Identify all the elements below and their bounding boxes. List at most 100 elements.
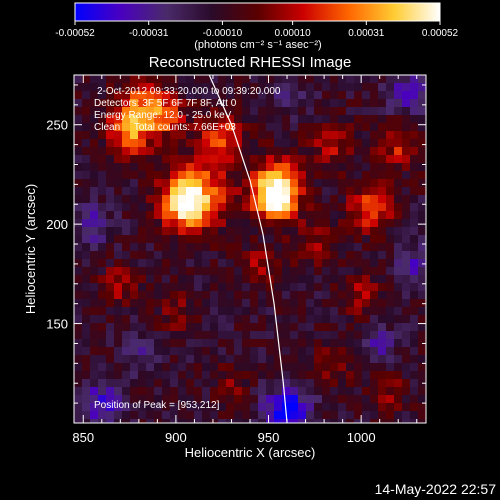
- heatmap-cell: [226, 323, 235, 332]
- heatmap-cell: [306, 315, 315, 324]
- heatmap-cell: [402, 227, 411, 236]
- heatmap-cell: [82, 379, 91, 388]
- heatmap-cell: [378, 259, 387, 268]
- heatmap-cell: [218, 307, 227, 316]
- heatmap-cell: [98, 291, 107, 300]
- heatmap-cell: [274, 299, 283, 308]
- heatmap-cell: [234, 227, 243, 236]
- heatmap-cell: [106, 147, 115, 156]
- heatmap-cell: [98, 235, 107, 244]
- heatmap-cell: [154, 331, 163, 340]
- heatmap-cell: [258, 131, 267, 140]
- heatmap-cell: [258, 187, 267, 196]
- heatmap-cell: [218, 259, 227, 268]
- heatmap-cell: [226, 83, 235, 92]
- heatmap-cell: [154, 163, 163, 172]
- heatmap-cell: [306, 115, 315, 124]
- heatmap-cell: [274, 267, 283, 276]
- heatmap-cell: [226, 411, 235, 420]
- heatmap-cell: [362, 251, 371, 260]
- heatmap-cell: [346, 107, 355, 116]
- heatmap-cell: [266, 99, 275, 108]
- heatmap-cell: [154, 307, 163, 316]
- heatmap-cell: [314, 123, 323, 132]
- heatmap-cell: [370, 243, 379, 252]
- heatmap-cell: [410, 307, 419, 316]
- heatmap-cell: [410, 363, 419, 372]
- heatmap-cell: [346, 371, 355, 380]
- heatmap-cell: [226, 155, 235, 164]
- heatmap-cell: [226, 419, 235, 423]
- heatmap-cell: [146, 187, 155, 196]
- heatmap-cell: [330, 339, 339, 348]
- heatmap-cell: [290, 339, 299, 348]
- heatmap-cell: [386, 379, 395, 388]
- heatmap-cell: [114, 387, 123, 396]
- heatmap-cell: [242, 307, 251, 316]
- x-tick-label: 950: [258, 430, 280, 445]
- heatmap-cell: [202, 339, 211, 348]
- heatmap-cell: [266, 323, 275, 332]
- heatmap-cell: [98, 403, 107, 412]
- heatmap-cell: [362, 403, 371, 412]
- heatmap-cell: [226, 75, 235, 84]
- heatmap-cell: [98, 379, 107, 388]
- heatmap-cell: [258, 315, 267, 324]
- heatmap-cell: [274, 387, 283, 396]
- heatmap-cell: [170, 323, 179, 332]
- heatmap-cell: [202, 195, 211, 204]
- heatmap-cell: [114, 243, 123, 252]
- heatmap-cell: [242, 387, 251, 396]
- heatmap-cell: [242, 147, 251, 156]
- heatmap-cell: [282, 107, 291, 116]
- heatmap-cell: [362, 235, 371, 244]
- heatmap-cell: [154, 315, 163, 324]
- heatmap-cell: [210, 203, 219, 212]
- heatmap-cell: [298, 235, 307, 244]
- heatmap-cell: [298, 147, 307, 156]
- heatmap-cell: [386, 403, 395, 412]
- heatmap-cell: [282, 115, 291, 124]
- heatmap-cell: [210, 171, 219, 180]
- heatmap-cell: [242, 267, 251, 276]
- heatmap-cell: [98, 347, 107, 356]
- heatmap-cell: [138, 147, 147, 156]
- heatmap-cell: [346, 187, 355, 196]
- heatmap-cell: [242, 203, 251, 212]
- heatmap-cell: [178, 387, 187, 396]
- heatmap-cell: [122, 131, 131, 140]
- heatmap-cell: [138, 355, 147, 364]
- heatmap-cell: [210, 339, 219, 348]
- heatmap-cell: [370, 347, 379, 356]
- heatmap-cell: [114, 291, 123, 300]
- heatmap-cell: [402, 323, 411, 332]
- heatmap-cell: [322, 123, 331, 132]
- heatmap-cell: [138, 171, 147, 180]
- heatmap-cell: [418, 211, 426, 220]
- heatmap-cell: [362, 139, 371, 148]
- heatmap-cell: [290, 419, 299, 423]
- heatmap-cell: [74, 355, 83, 364]
- heatmap-cell: [130, 419, 139, 423]
- heatmap-cell: [234, 323, 243, 332]
- heatmap-cell: [98, 163, 107, 172]
- heatmap-cell: [226, 227, 235, 236]
- heatmap-cell: [82, 387, 91, 396]
- heatmap-cell: [194, 379, 203, 388]
- heatmap-cell: [122, 291, 131, 300]
- heatmap-cell: [354, 219, 363, 228]
- heatmap-cell: [242, 283, 251, 292]
- heatmap-cell: [386, 83, 395, 92]
- heatmap-cell: [194, 203, 203, 212]
- heatmap-cell: [386, 147, 395, 156]
- heatmap-cell: [402, 107, 411, 116]
- heatmap-cell: [394, 387, 403, 396]
- heatmap-cell: [74, 203, 83, 212]
- heatmap-cell: [114, 315, 123, 324]
- heatmap-cell: [330, 115, 339, 124]
- heatmap-cell: [82, 355, 91, 364]
- heatmap-cell: [146, 227, 155, 236]
- heatmap-cell: [298, 179, 307, 188]
- heatmap-cell: [74, 299, 83, 308]
- heatmap-cell: [370, 91, 379, 100]
